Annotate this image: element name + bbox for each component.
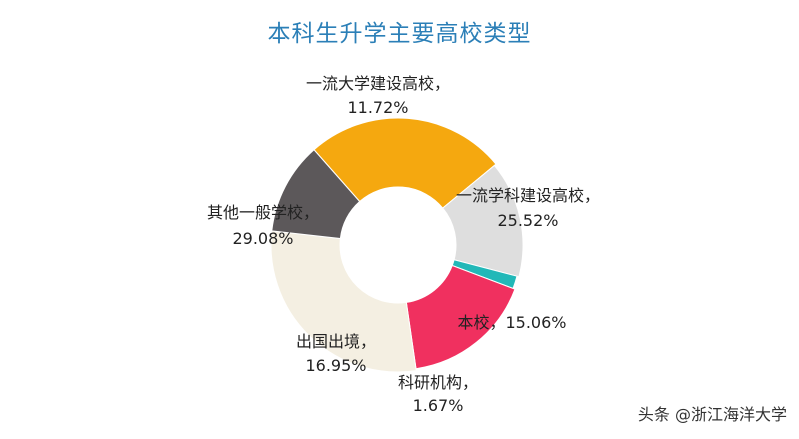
pie-slice (313, 117, 497, 209)
watermark-text: 头条 @浙江海洋大学 (637, 405, 787, 424)
pie-slice (442, 164, 524, 278)
slice-label: 科研机构， 1.67% (398, 373, 478, 415)
pie-slice (270, 230, 417, 373)
slice-label: 本校，15.06% (457, 313, 566, 332)
slice-label: 一流大学建设高校， 11.72% (306, 74, 450, 117)
pie-slice (271, 149, 361, 240)
pie-slice (405, 264, 516, 370)
chart-title: 本科生升学主要高校类型 (267, 21, 532, 47)
slice-label: 其他一般学校， 29.08% (207, 203, 319, 248)
slice-label: 出国出境， 16.95% (296, 332, 376, 375)
slice-label: 一流学科建设高校， 25.52% (456, 186, 600, 230)
